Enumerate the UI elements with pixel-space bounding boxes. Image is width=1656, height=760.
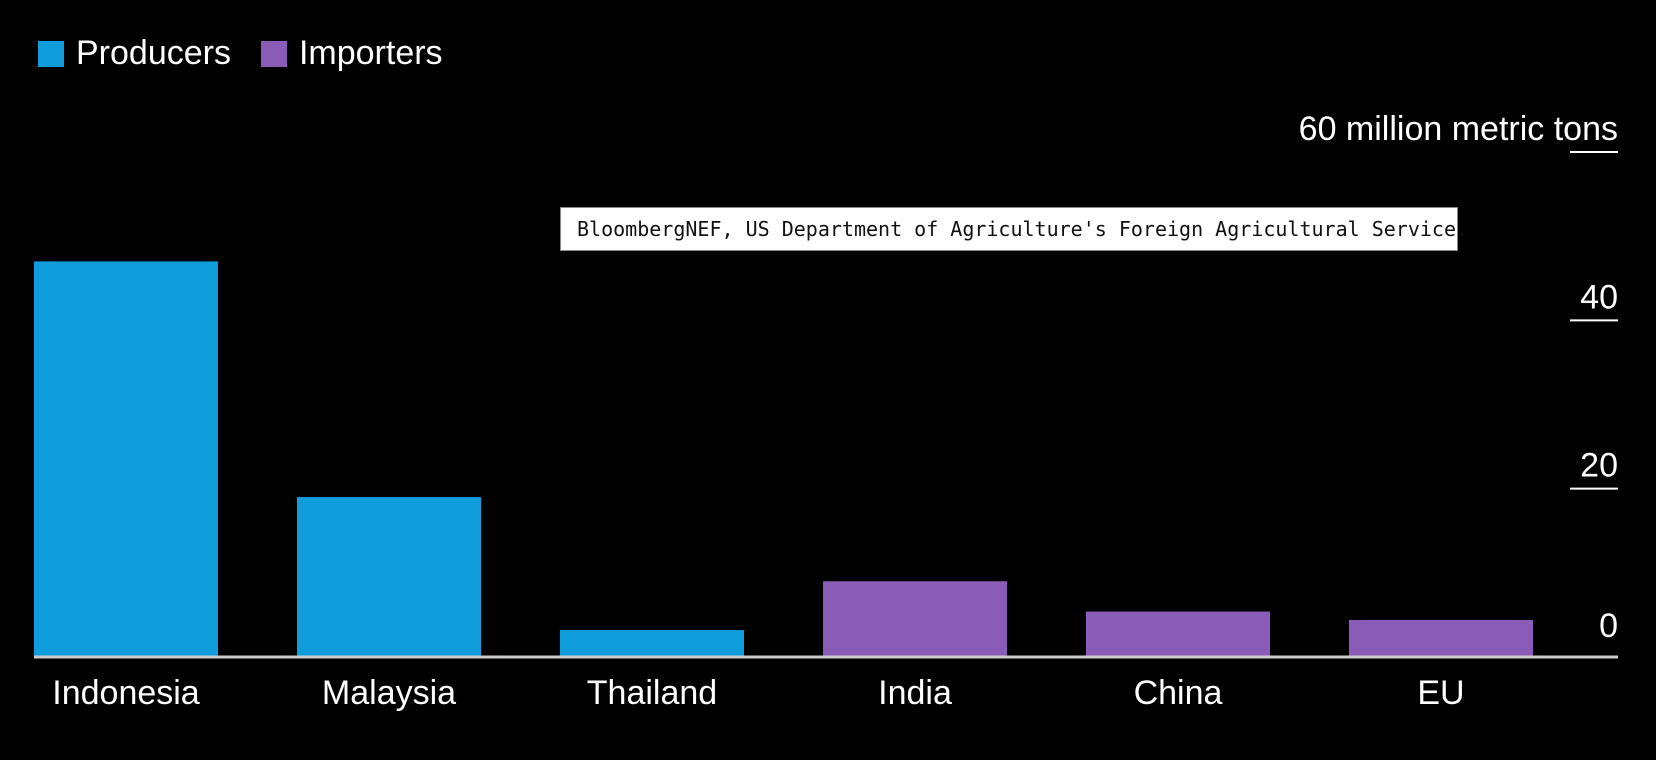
x-tick-label-china: China: [1134, 674, 1223, 712]
x-tick-label-malaysia: Malaysia: [322, 674, 456, 712]
bar-thailand: [560, 630, 744, 657]
y-tick-label-60: 60 million metric tons: [1299, 110, 1618, 148]
x-tick-label-indonesia: Indonesia: [52, 674, 200, 712]
bar-malaysia: [297, 497, 481, 657]
x-axis: Indonesia Malaysia Thailand India China EU: [52, 674, 1464, 712]
x-tick-label-eu: EU: [1417, 674, 1464, 712]
bars: [34, 261, 1533, 657]
legend-label-importers: Importers: [298, 34, 443, 72]
y-tick-label-20: 20: [1580, 447, 1618, 485]
y-tick-label-40: 40: [1580, 278, 1618, 316]
bar-china: [1086, 611, 1270, 657]
x-tick-label-india: India: [878, 674, 952, 712]
source-tooltip: BloombergNEF, US Department of Agricultu…: [560, 207, 1468, 251]
legend-label-producers: Producers: [76, 34, 231, 72]
legend-item-importers: Importers: [260, 34, 443, 73]
bar-india: [823, 581, 1007, 657]
bar-indonesia: [34, 261, 218, 657]
x-tick-label-thailand: Thailand: [587, 674, 717, 712]
legend-swatch-producers: [38, 40, 64, 67]
y-axis: 0 20 40 60 million metric tons: [1299, 110, 1618, 645]
bar-eu: [1349, 619, 1533, 657]
legend-swatch-importers: [260, 40, 287, 67]
y-tick-label-0: 0: [1599, 607, 1618, 645]
legend: Producers Importers: [38, 34, 473, 73]
legend-item-producers: Producers: [38, 34, 231, 73]
